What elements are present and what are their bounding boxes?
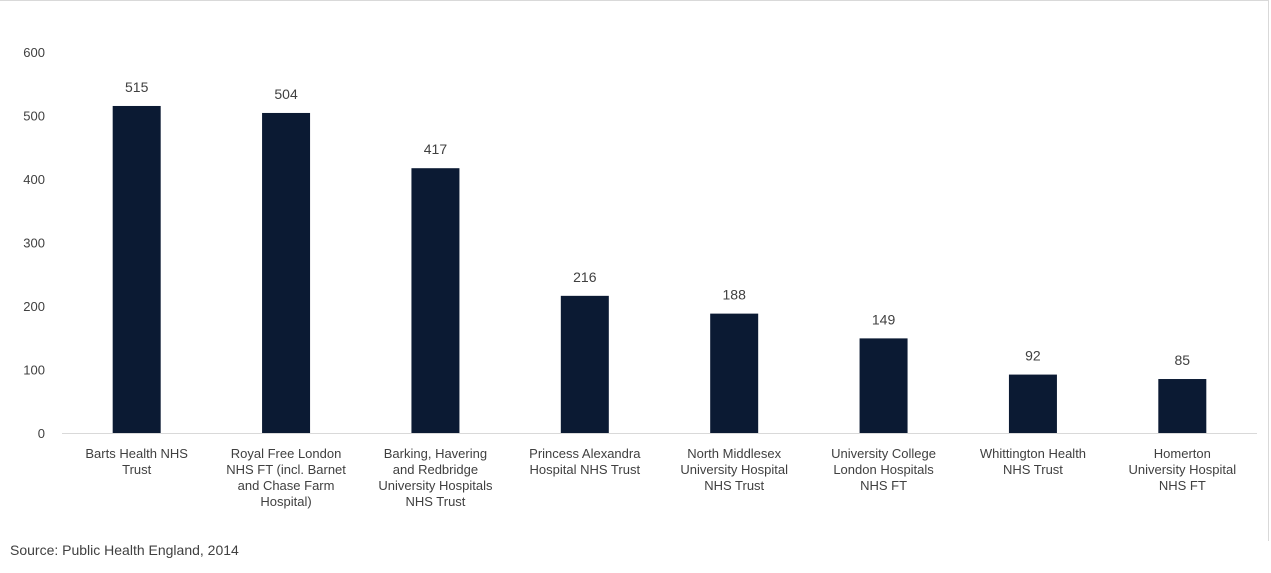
bar [859,338,908,433]
source-note: Source: Public Health England, 2014 [10,542,239,558]
bar [262,112,311,434]
x-tick-label: Royal Free London NHS FT (incl. Barnet and… [226,446,346,509]
data-label: 149 [872,311,896,327]
chart-frame [0,0,1269,541]
data-label: 504 [274,86,298,102]
y-tick-label: 100 [23,363,45,378]
x-tick-label: Barts Health NHS Trust [85,446,188,477]
x-tick-label: North Middlesex University Hospital NHS Tr… [680,446,788,493]
data-label: 417 [424,141,448,157]
bar [560,295,609,433]
x-axis-labels: Barts Health NHS Trust Royal Free London NH… [85,446,1236,509]
data-label: 515 [125,79,149,95]
y-tick-label: 0 [38,426,45,441]
bars [112,105,1207,434]
x-tick-label: Barking, Havering and Redbridge University… [378,446,493,509]
data-label: 92 [1025,348,1041,364]
data-labels: 515 504 417 216 188 149 92 85 [125,79,1190,368]
bar-chart: 0 100 200 300 400 500 600 515 504 417 216 188 149 92… [23,45,1257,509]
y-tick-label: 200 [23,299,45,314]
bar [710,313,759,433]
bar [411,168,460,433]
y-tick-label: 500 [23,109,45,124]
y-tick-label: 400 [23,172,45,187]
data-label: 216 [573,269,597,285]
x-tick-label: Princess Alexandra Hospital NHS Trust [529,446,641,477]
y-tick-label: 600 [23,45,45,60]
data-label: 85 [1175,352,1191,368]
y-axis-ticks: 0 100 200 300 400 500 600 [23,45,45,441]
bar [1158,379,1207,433]
bar [1008,374,1057,433]
x-tick-label: University College London Hospitals NHS FT [831,446,936,493]
y-tick-label: 300 [23,236,45,251]
x-tick-label: Homerton University Hospital NHS FT [1128,446,1236,493]
data-label: 188 [723,287,747,303]
bar [112,105,161,433]
x-tick-label: Whittington Health NHS Trust [980,446,1086,477]
